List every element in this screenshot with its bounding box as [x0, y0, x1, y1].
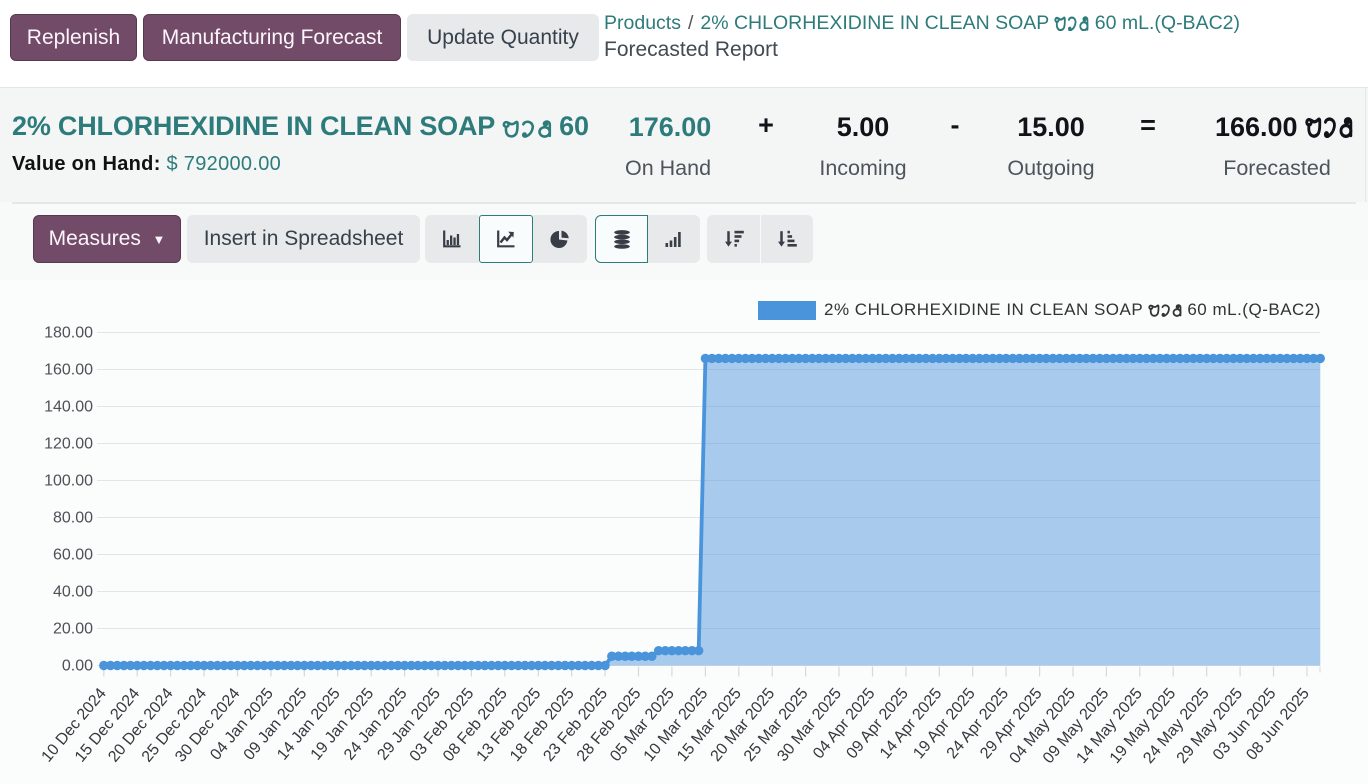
svg-text:140.00: 140.00 [44, 399, 93, 416]
svg-text:60.00: 60.00 [53, 547, 93, 564]
svg-text:80.00: 80.00 [53, 510, 93, 527]
svg-text:160.00: 160.00 [44, 362, 93, 379]
svg-text:100.00: 100.00 [44, 473, 93, 490]
svg-text:0.00: 0.00 [62, 658, 93, 675]
svg-text:20.00: 20.00 [53, 621, 93, 638]
svg-text:180.00: 180.00 [44, 325, 93, 342]
svg-text:120.00: 120.00 [44, 436, 93, 453]
svg-text:40.00: 40.00 [53, 584, 93, 601]
